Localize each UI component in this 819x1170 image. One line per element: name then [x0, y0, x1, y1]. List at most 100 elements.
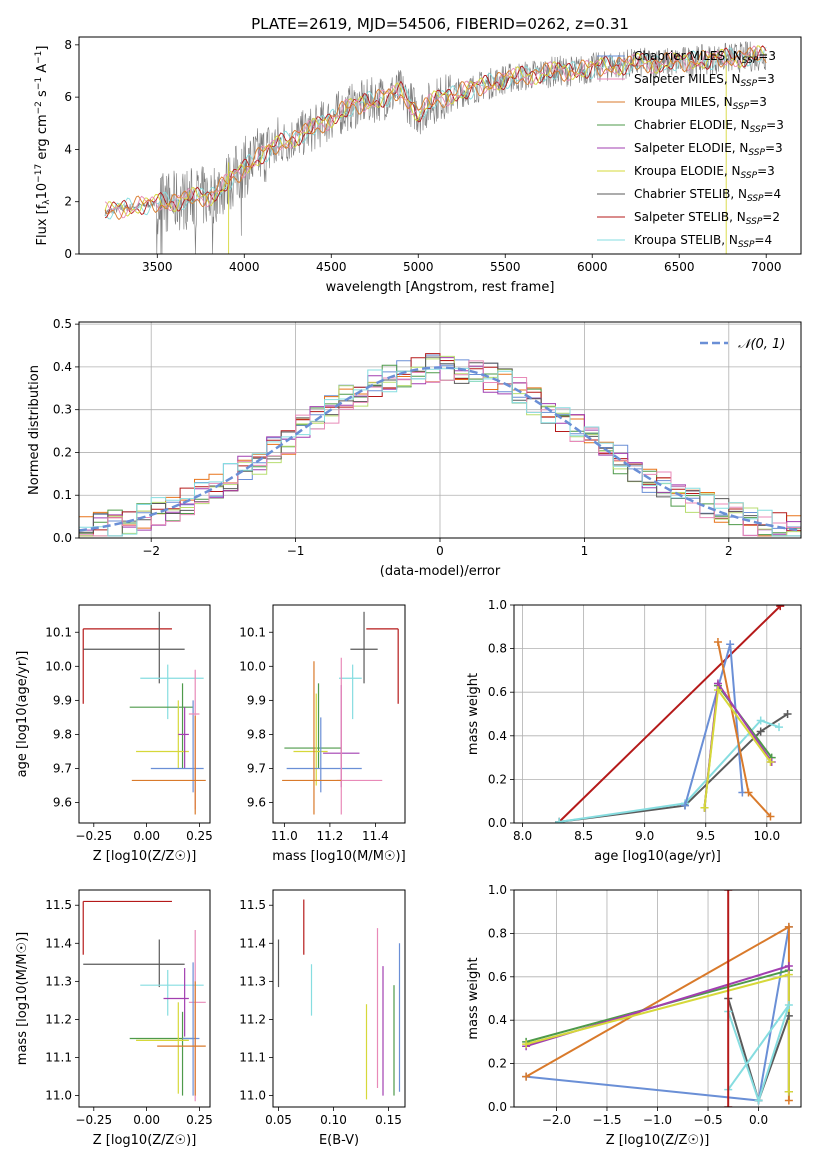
y-axis-label-part: −1 [34, 77, 44, 90]
y-axis-label: mass weight [466, 957, 481, 1039]
legend-label-sub: SSP [750, 125, 767, 135]
y-tick-label: 11.1 [239, 1051, 266, 1065]
legend-label-sub: SSP [748, 148, 765, 158]
y-axis-label-part: s [35, 90, 50, 101]
errorbar-salpeter_elodie [178, 707, 189, 769]
y-tick-label: 11.5 [45, 898, 72, 912]
y-tick-label: 10.1 [239, 625, 266, 639]
y-tick-label: 0.4 [53, 360, 72, 374]
y-axis-label-part: −1 [34, 51, 44, 64]
legend-label-text: Chabrier ELODIE, N [634, 118, 750, 132]
legend-label-suffix: =3 [765, 141, 783, 155]
series-line-kroupa_stelib [559, 719, 780, 823]
legend-label-sub: SSP [742, 56, 759, 66]
x-axis-label: age [log10(age/yr)] [594, 849, 721, 864]
plot-area [82, 611, 206, 815]
x-tick-label: 11.4 [362, 829, 389, 843]
plot-area [82, 900, 206, 1102]
y-tick-label: 0.0 [488, 816, 507, 830]
x-tick-label: 11.0 [271, 829, 298, 843]
series-marker-kroupa_miles [784, 1096, 793, 1105]
x-tick-label: −1 [287, 544, 305, 558]
y-tick-label: 0.6 [488, 970, 507, 984]
series-marker-salpeter_stelib [724, 1103, 733, 1107]
legend-label-suffix: =2 [762, 210, 780, 224]
x-axis-label: wavelength [Angstrom, rest frame] [326, 280, 555, 295]
x-tick-label: 10.0 [753, 829, 780, 843]
y-tick-label: 0.0 [488, 1100, 507, 1114]
y-tick-label: 11.0 [239, 1089, 266, 1103]
x-tick-label: 6000 [577, 260, 608, 274]
errorbar-kroupa_miles [282, 661, 342, 815]
legend-label-suffix: =3 [758, 49, 776, 63]
series-marker-kroupa_elodie [522, 1040, 531, 1049]
y-tick-label: 9.8 [53, 727, 72, 741]
x-tick-label: 0.00 [133, 1113, 160, 1127]
legend-label-sub: SSP [746, 217, 763, 227]
y-tick-label: 0.2 [488, 1057, 507, 1071]
y-tick-label: 9.7 [247, 762, 266, 776]
y-tick-label: 9.6 [53, 796, 72, 810]
x-tick-label: −2.0 [542, 1113, 571, 1127]
series-marker-salpeter_stelib [776, 605, 785, 611]
x-tick-label: 0.05 [265, 1113, 292, 1127]
axes-frame [78, 889, 211, 1108]
legend-label-suffix: =3 [749, 95, 767, 109]
x-tick-label: −1.0 [643, 1113, 672, 1127]
spectrum-model-kroupa_elodie [104, 45, 767, 217]
x-tick-label: 1 [581, 544, 589, 558]
legend-label-text: Kroupa ELODIE, N [634, 164, 741, 178]
gaussian-curve [79, 366, 801, 532]
y-tick-label: 11.2 [45, 1012, 72, 1026]
y-tick-label: 11.3 [239, 974, 266, 988]
x-axis-label: mass [log10(M/M☉)] [272, 849, 405, 864]
series-marker-kroupa_miles [713, 638, 722, 647]
axes-frame [272, 604, 406, 824]
y-tick-label: 9.7 [53, 762, 72, 776]
x-axis-label: Z [log10(Z/Z☉)] [93, 1133, 197, 1148]
x-tick-label: 0 [436, 544, 444, 558]
grid [514, 889, 801, 1108]
legend-label-chabrier_stelib: Chabrier STELIB, NSSP=4 [634, 187, 781, 204]
y-axis-label: Normed distribution [27, 365, 42, 495]
y-tick-label: 6 [64, 90, 72, 104]
errorbar-kroupa_elodie [293, 693, 328, 786]
errorbar-salpeter_elodie [163, 968, 189, 1037]
x-tick-label: 6500 [664, 260, 695, 274]
series-marker-chabrier_stelib [756, 727, 765, 736]
plot-area [277, 899, 401, 1100]
legend-label-suffix: =4 [754, 233, 772, 247]
y-tick-label: 10.1 [45, 625, 72, 639]
axes-frame [78, 604, 211, 824]
plot-spectrum: 3500 4000 4500 5000 5500 6000 6500 7000 0 2 4 6 8 wav… [34, 36, 802, 295]
y-tick-label: 0 [64, 247, 72, 261]
y-tick-label: 0.1 [53, 488, 72, 502]
x-tick-label: 8.5 [574, 829, 593, 843]
histogram-7 [79, 360, 801, 537]
legend-label-suffix: =3 [757, 72, 775, 86]
errorbar-chabrier_elodie [284, 683, 342, 769]
plot-area [104, 41, 767, 254]
series-marker-kroupa_elodie [700, 803, 709, 812]
y-axis-label: age [log10(age/yr)] [15, 651, 30, 778]
y-axis-label-part: erg cm [35, 114, 50, 163]
series-marker-kroupa_miles [522, 1072, 531, 1081]
y-tick-label: 4 [64, 142, 72, 156]
legend-label-sub: SSP [733, 102, 750, 112]
errorbar-kroupa_elodie [136, 1002, 189, 1094]
y-tick-label: 11.2 [239, 1012, 266, 1026]
plot-area [522, 890, 793, 1107]
legend-label-suffix: =3 [757, 164, 775, 178]
grid [514, 604, 801, 824]
legend-label-text: Kroupa MILES, N [634, 95, 733, 109]
series-marker-kroupa_stelib [754, 1096, 763, 1105]
y-tick-label: 0.8 [488, 642, 507, 656]
y-tick-label: 0.2 [53, 445, 72, 459]
x-tick-label: 0.00 [133, 829, 160, 843]
legend-label-text: Salpeter ELODIE, N [634, 141, 748, 155]
y-axis-label: mass [log10(M/M☉)] [15, 932, 30, 1065]
histogram-8 [79, 367, 801, 537]
y-tick-label: 11.3 [45, 974, 72, 988]
x-tick-label: 11.2 [317, 829, 344, 843]
